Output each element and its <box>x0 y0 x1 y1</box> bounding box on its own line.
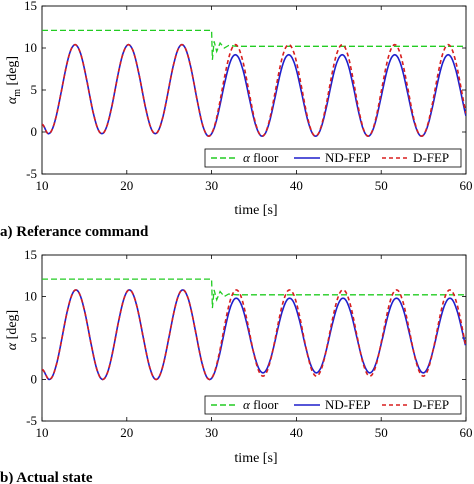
y-tick-label: 10 <box>24 289 37 304</box>
legend-d-a: D-FEP <box>413 150 449 165</box>
y-tick-label: -5 <box>26 413 37 428</box>
legend-floor-symbol-b: α <box>243 397 251 412</box>
svg-text:α [deg]: α [deg] <box>5 310 20 350</box>
legend-floor-word-b: floor <box>250 397 279 412</box>
x-tick-label: 30 <box>205 425 218 440</box>
legend-nd-a: ND-FEP <box>325 150 371 165</box>
y-label-unit-a: [deg] <box>5 56 20 89</box>
legend-box-a <box>204 148 462 168</box>
svg-text:αm [deg]: αm [deg] <box>5 56 23 104</box>
y-label-unit-b: [deg] <box>5 310 20 343</box>
y-tick-label: 5 <box>31 82 38 97</box>
x-axis-label-a: time [s] <box>234 203 277 218</box>
plot-area-b: 10 20 30 40 50 60 -5 0 5 10 15 <box>24 247 473 440</box>
legend-nd-b: ND-FEP <box>325 397 371 412</box>
x-tick-label: 20 <box>120 425 133 440</box>
legend-floor-symbol-a: α <box>243 150 251 165</box>
y-tick-label: 0 <box>31 372 38 387</box>
x-tick-label: 60 <box>460 178 473 193</box>
y-tick-label: 15 <box>24 247 37 262</box>
legend-floor-word-a: floor <box>250 150 279 165</box>
series-line-d-fep <box>42 289 466 381</box>
series-line-nd-fep <box>42 289 466 381</box>
x-tick-label: 30 <box>205 178 218 193</box>
chart-panel-b: 10 20 30 40 50 60 -5 0 5 10 15 α floor ND-FEP D-FE… <box>0 247 473 484</box>
x-tick-label: 20 <box>120 178 133 193</box>
legend-d-b: D-FEP <box>413 397 449 412</box>
x-tick-label: 50 <box>375 425 388 440</box>
y-tick-label: 0 <box>31 124 38 139</box>
x-tick-label: 60 <box>460 425 473 440</box>
x-tick-label: 40 <box>290 178 303 193</box>
legend-box-b <box>204 395 462 415</box>
series-line-alpha-floor <box>42 29 466 60</box>
legend-b: α floor ND-FEP D-FEP <box>204 395 462 415</box>
plot-area-a: 10 20 30 40 50 60 -5 0 5 10 15 <box>24 0 473 193</box>
y-axis-label-b: α [deg] <box>5 310 20 350</box>
y-tick-label: 10 <box>24 40 37 55</box>
svg-text:α floor: α floor <box>243 150 279 165</box>
y-label-symbol-b: α <box>5 342 20 350</box>
svg-text:α floor: α floor <box>243 397 279 412</box>
y-label-symbol-a: α <box>5 96 20 104</box>
x-tick-label: 10 <box>36 178 49 193</box>
y-tick-label: -5 <box>26 166 37 181</box>
y-axis-label-a: αm [deg] <box>5 56 23 104</box>
x-tick-label: 40 <box>290 425 303 440</box>
y-tick-label: 15 <box>24 0 37 13</box>
x-axis-label-b: time [s] <box>234 451 277 466</box>
chart-panel-a: 10 20 30 40 50 60 -5 0 5 10 15 α floor ND-FEP D-FE… <box>0 0 473 240</box>
caption-b: b) Actual state <box>0 470 93 484</box>
legend-a: α floor ND-FEP D-FEP <box>204 148 462 168</box>
y-label-sub-a: m <box>12 89 23 97</box>
y-tick-label: 5 <box>31 330 38 345</box>
x-tick-label: 50 <box>375 178 388 193</box>
series-line-d-fep <box>42 43 466 138</box>
x-tick-label: 10 <box>36 425 49 440</box>
series-line-nd-fep <box>42 43 466 138</box>
caption-a: a) Referance command <box>0 224 149 240</box>
series-line-alpha-floor <box>42 278 466 309</box>
